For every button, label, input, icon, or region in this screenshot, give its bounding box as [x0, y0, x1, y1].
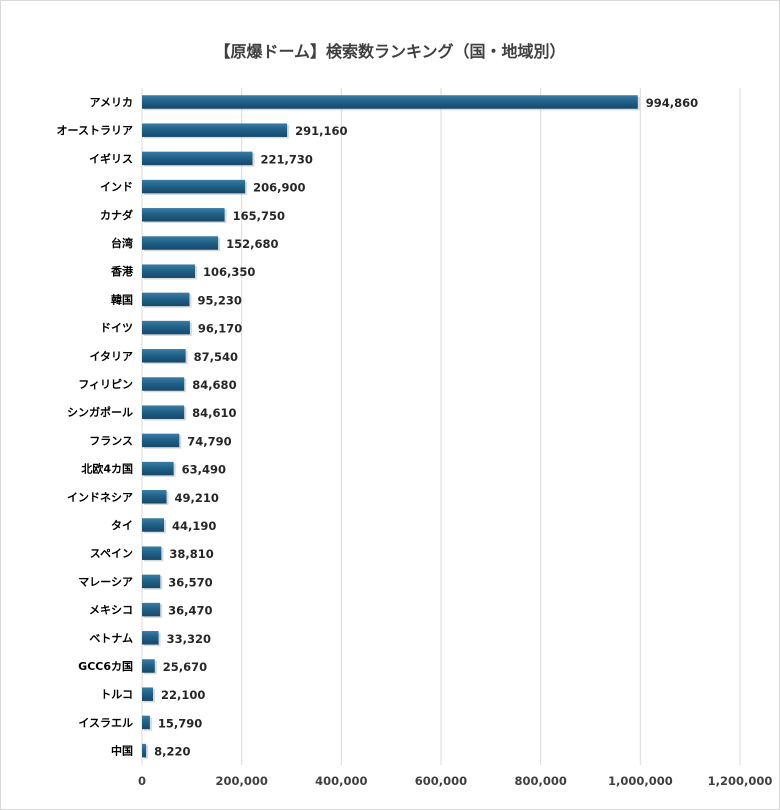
bar	[142, 743, 147, 758]
category-label: イスラエル	[78, 716, 133, 729]
bar	[142, 377, 185, 391]
category-label: マレーシア	[78, 575, 133, 588]
category-label: 北欧4カ国	[81, 462, 133, 476]
bar	[142, 631, 159, 645]
x-tick-label: 600,000	[415, 774, 467, 788]
x-tick-label: 0	[138, 774, 146, 788]
x-tick-label: 400,000	[315, 774, 367, 788]
chart-title: 【原爆ドーム】検索数ランキング（国・地域別）	[214, 42, 566, 61]
data-label: 36,570	[168, 575, 212, 589]
data-label: 206,900	[253, 181, 305, 195]
data-label: 33,320	[167, 632, 211, 646]
data-label: 49,210	[175, 491, 219, 505]
bar	[142, 546, 162, 560]
bar	[142, 659, 155, 673]
category-label: 韓国	[111, 292, 133, 306]
data-label: 63,490	[182, 463, 226, 477]
category-label: フランス	[89, 434, 133, 447]
data-label: 74,790	[187, 434, 231, 448]
data-label: 221,730	[260, 152, 312, 166]
data-label: 84,610	[192, 406, 236, 420]
category-label: イギリス	[89, 151, 133, 165]
category-label: インドネシア	[67, 491, 133, 504]
category-label: 中国	[111, 744, 133, 758]
data-label: 994,860	[646, 96, 698, 110]
data-label: 87,540	[194, 350, 238, 364]
x-tick-label: 1,000,000	[608, 774, 673, 788]
category-label: 香港	[110, 264, 134, 278]
category-label: ベトナム	[89, 632, 133, 645]
bar	[142, 461, 174, 476]
data-label: 95,230	[197, 293, 241, 307]
bar	[142, 687, 154, 701]
bar	[142, 95, 638, 109]
data-label: 36,470	[168, 604, 212, 618]
labels: 0 200,000 400,000 600,000 800,000 1,000,000 1,…	[57, 96, 773, 788]
category-label: 台湾	[111, 236, 133, 250]
category-label: アメリカ	[90, 96, 133, 109]
bar	[142, 292, 190, 307]
bar	[142, 320, 190, 335]
gridlines	[141, 88, 741, 765]
bar	[142, 405, 185, 419]
data-label: 25,670	[163, 660, 207, 674]
bar	[142, 490, 167, 504]
data-label: 84,680	[192, 378, 236, 392]
category-label: メキシコ	[89, 604, 133, 617]
bar	[142, 264, 195, 278]
data-label: 22,100	[161, 688, 205, 702]
category-label: トルコ	[100, 688, 133, 701]
category-label: ドイツ	[100, 322, 133, 335]
category-label: シンガポール	[67, 405, 133, 419]
bar	[142, 715, 150, 730]
x-tick-label: 800,000	[514, 774, 566, 788]
bar	[142, 574, 161, 589]
data-label: 106,350	[203, 265, 255, 279]
x-tick-label: 200,000	[215, 774, 267, 788]
category-label: オーストラリア	[57, 124, 133, 137]
bar	[142, 433, 180, 448]
data-label: 165,750	[233, 209, 285, 223]
category-label: スペイン	[90, 547, 133, 560]
bar	[142, 602, 161, 617]
data-label: 152,680	[226, 237, 278, 251]
x-tick-label: 1,200,000	[708, 774, 773, 788]
data-label: 44,190	[172, 519, 216, 533]
data-label: 15,790	[158, 716, 202, 730]
category-label: カナダ	[100, 208, 133, 222]
data-label: 38,810	[169, 547, 213, 561]
category-label: インド	[100, 181, 133, 194]
bar	[142, 349, 186, 363]
bar	[142, 208, 225, 222]
bar	[142, 151, 253, 166]
bar	[142, 179, 246, 194]
category-label: フィリピン	[78, 378, 133, 391]
category-label: GCC6カ国	[78, 660, 133, 673]
bar	[142, 123, 288, 137]
category-label: イタリア	[89, 350, 133, 363]
bars	[142, 95, 640, 759]
bar	[142, 236, 219, 250]
data-label: 291,160	[295, 124, 347, 138]
bar	[142, 518, 165, 532]
category-label: タイ	[111, 519, 133, 532]
data-label: 96,170	[198, 322, 242, 336]
data-label: 8,220	[154, 745, 190, 759]
